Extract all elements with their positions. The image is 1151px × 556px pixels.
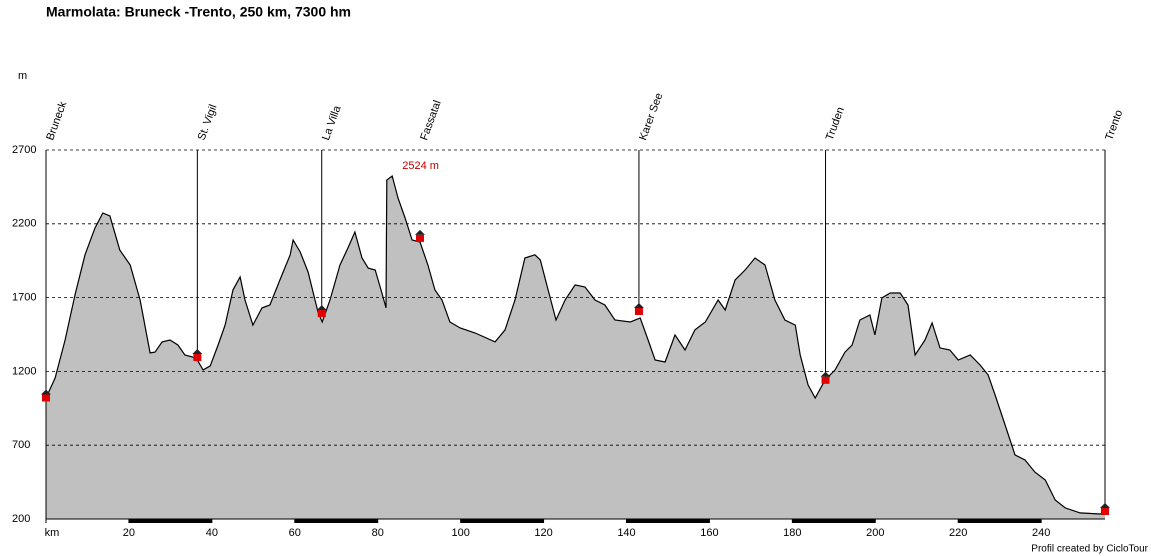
scale-band <box>128 519 212 523</box>
chart-title: Marmolata: Bruneck -Trento, 250 km, 7300… <box>46 4 351 20</box>
place-marker-roof <box>415 229 426 235</box>
scale-band <box>792 519 876 523</box>
place-label: Fassatal <box>418 99 443 142</box>
x-tick-label: 60 <box>289 527 301 539</box>
scale-band <box>460 519 544 523</box>
x-tick-label: 200 <box>866 527 884 539</box>
place-label: Karer See <box>637 91 665 142</box>
place-marker-roof <box>192 349 203 355</box>
x-tick-label: 220 <box>949 527 967 539</box>
place-label: Truden <box>824 106 847 142</box>
x-tick-label: 140 <box>617 527 635 539</box>
y-tick-label: 2200 <box>12 218 36 230</box>
x-tick-label: 160 <box>700 527 718 539</box>
y-tick-label: 200 <box>12 513 30 525</box>
x-tick-label: 80 <box>372 527 384 539</box>
footer: Profil created by CicloTour <box>1031 544 1148 555</box>
x-tick-label: 120 <box>534 527 552 539</box>
place-marker <box>193 354 202 362</box>
y-axis-label: m <box>18 70 27 82</box>
scale-band <box>294 519 378 523</box>
y-tick-label: 1200 <box>12 365 36 377</box>
x-tick-label: 40 <box>206 527 218 539</box>
place-marker <box>634 307 643 315</box>
peak-label: 2524 m <box>402 160 439 172</box>
y-tick-label: 2700 <box>12 144 36 156</box>
place-marker-roof <box>633 302 644 308</box>
place-marker <box>42 394 50 402</box>
place-label: Trento <box>1103 108 1125 142</box>
profile-area <box>46 176 1105 519</box>
place-label: Bruneck <box>44 100 69 142</box>
place-marker-roof <box>820 371 831 377</box>
place-marker-roof <box>41 389 51 395</box>
x-tick-label: 240 <box>1032 527 1050 539</box>
scale-band <box>958 519 1042 523</box>
x-tick-label: 100 <box>451 527 469 539</box>
place-marker-roof <box>316 305 327 311</box>
place-marker <box>317 310 326 318</box>
y-tick-label: 700 <box>12 439 30 451</box>
place-marker <box>416 234 425 242</box>
place-marker-roof <box>1100 502 1110 508</box>
x-tick-label: km <box>45 527 60 539</box>
place-label: La Villa <box>320 103 344 142</box>
place-marker <box>821 376 830 384</box>
place-label: St. Vigil <box>196 103 220 142</box>
place-marker <box>1101 507 1109 515</box>
x-tick-label: 180 <box>783 527 801 539</box>
y-tick-label: 1700 <box>12 292 36 304</box>
x-tick-label: 20 <box>123 527 135 539</box>
profile-line <box>45 174 1106 515</box>
scale-band <box>626 519 710 523</box>
